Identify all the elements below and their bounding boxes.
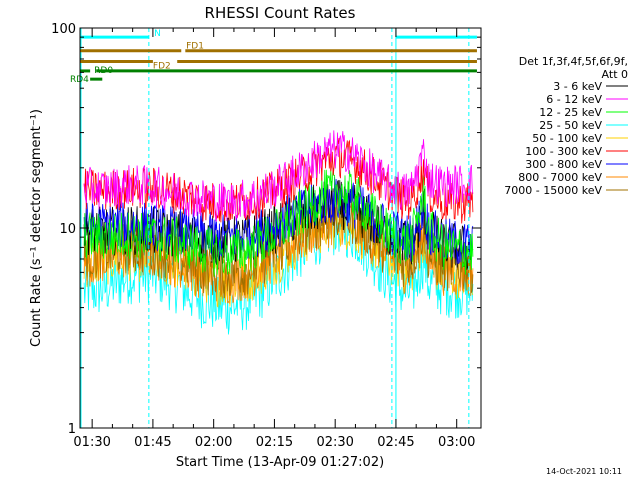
annotation-label-rd0: RD0 [94,66,113,76]
legend-title-line-1: Att 0 [602,68,628,81]
y-tick-label-1: 1 [68,422,76,437]
x-tick-label-03-00: 03:00 [438,435,475,450]
y-tick-label-100: 100 [51,22,76,37]
x-tick-label-02-15: 02:15 [256,435,293,450]
x-tick-label-01-45: 01:45 [134,435,171,450]
legend-label-300-800-kev: 300 - 800 keV [525,158,602,171]
axes-layer: 01:30 01:45 02:00 02:15 02:30 02:45 03:00 1 10 10… [51,22,481,450]
annotation-label-fd2: FD2 [153,61,171,71]
series-line-12-25-kev [83,167,474,277]
legend-title-line-0: Det 1f,3f,4f,5f,6f,9f, [519,55,628,68]
legend-label-100-300-kev: 100 - 300 keV [525,145,602,158]
legend-label-25-50-kev: 25 - 50 keV [539,119,602,132]
legend-label-12-25-kev: 12 - 25 keV [539,106,602,119]
annotation-label-fd1: FD1 [186,42,204,52]
x-tick-label-02-00: 02:00 [195,435,232,450]
x-axis-label: Start Time (13-Apr-09 01:27:02) [176,455,384,470]
annotation-label-n: N [154,29,161,39]
legend-label-800-7000-kev: 800 - 7000 keV [518,171,602,184]
legend-label-7000-15000-kev: 7000 - 15000 keV [504,184,602,197]
x-tick-label-02-45: 02:45 [377,435,414,450]
chart-title: RHESSI Count Rates [205,4,356,22]
x-tick-label-02-30: 02:30 [316,435,353,450]
x-tick-label-01-30: 01:30 [73,435,110,450]
legend-label-3-6-kev: 3 - 6 keV [553,80,602,93]
legend-label-50-100-kev: 50 - 100 keV [532,132,602,145]
footer-timestamp: 14-Oct-2021 10:11 [546,467,622,476]
y-axis-label: Count Rate (s⁻¹ detector segment⁻¹) [29,109,44,347]
y-tick-label-10: 10 [59,222,76,237]
legend-label-6-12-kev: 6 - 12 keV [546,93,602,106]
series-line-7000-15000-kev [83,188,474,299]
